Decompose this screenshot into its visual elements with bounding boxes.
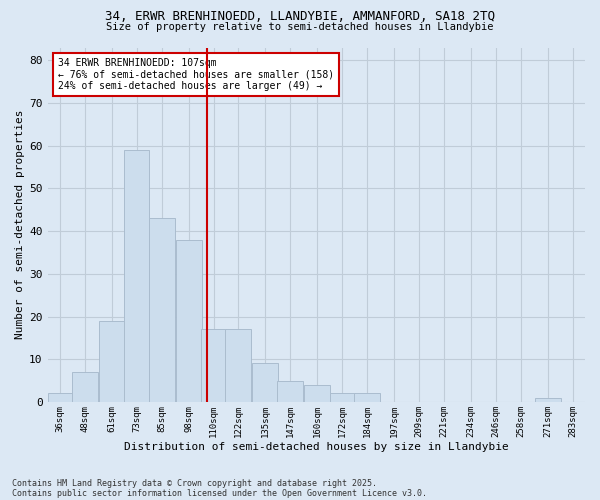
Bar — [72, 372, 98, 402]
Text: Contains HM Land Registry data © Crown copyright and database right 2025.: Contains HM Land Registry data © Crown c… — [12, 478, 377, 488]
Y-axis label: Number of semi-detached properties: Number of semi-detached properties — [15, 110, 25, 340]
Text: Contains public sector information licensed under the Open Government Licence v3: Contains public sector information licen… — [12, 488, 427, 498]
Bar — [201, 330, 226, 402]
Bar — [354, 394, 380, 402]
Bar — [47, 394, 73, 402]
Text: 34, ERWR BRENHINOEDD, LLANDYBIE, AMMANFORD, SA18 2TQ: 34, ERWR BRENHINOEDD, LLANDYBIE, AMMANFO… — [105, 10, 495, 23]
Bar — [226, 330, 251, 402]
X-axis label: Distribution of semi-detached houses by size in Llandybie: Distribution of semi-detached houses by … — [124, 442, 509, 452]
Bar — [304, 385, 330, 402]
Bar — [330, 394, 355, 402]
Bar — [149, 218, 175, 402]
Bar — [277, 380, 303, 402]
Text: Size of property relative to semi-detached houses in Llandybie: Size of property relative to semi-detach… — [106, 22, 494, 32]
Bar — [124, 150, 149, 402]
Bar — [99, 321, 125, 402]
Text: 34 ERWR BRENHINOEDD: 107sqm
← 76% of semi-detached houses are smaller (158)
24% : 34 ERWR BRENHINOEDD: 107sqm ← 76% of sem… — [58, 58, 334, 92]
Bar — [535, 398, 560, 402]
Bar — [253, 364, 278, 402]
Bar — [176, 240, 202, 402]
